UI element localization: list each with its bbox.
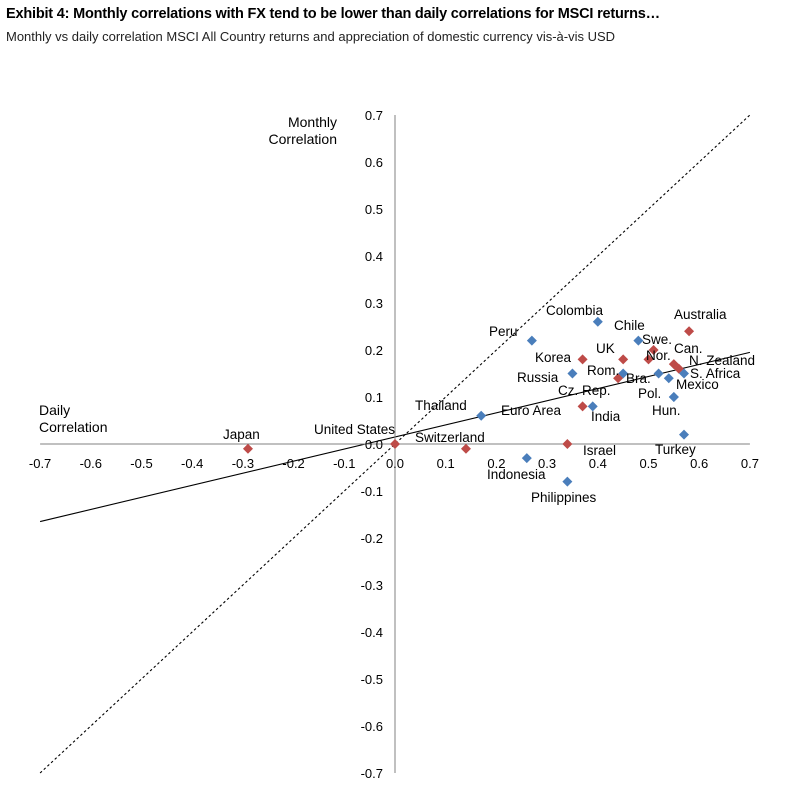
tick-labels: -0.7 -0.6 -0.5 -0.4 -0.3 -0.2 -0.1 0.0 0.1 0.2 0.3… [29,108,759,781]
point-label-n-zealand: N. Zealand [689,353,755,368]
y-tick-label: 0.2 [365,343,383,358]
axis-titles: Monthly Correlation Daily Correlation [39,114,337,435]
y-tick-label: 0.6 [365,155,383,170]
point-label-uk: UK [596,341,615,356]
point-swe [648,345,659,355]
x-tick-label: 0.6 [690,456,708,471]
point-russia [567,368,578,379]
y-tick-label: 0.7 [365,108,383,123]
x-tick-label: -0.1 [333,456,355,471]
point-indonesia [521,453,532,464]
point-peru [526,335,537,346]
diagonal-reference-line [39,114,751,774]
x-tick-label: 0.0 [386,456,404,471]
x-tick-label: 0.5 [639,456,657,471]
point-switzerland [460,443,471,454]
x-axis-title: Daily Correlation [39,402,107,435]
point-india [587,401,598,412]
x-tick-label: -0.7 [29,456,51,471]
x-tick-label: 0.1 [437,456,455,471]
point-thailand [476,410,487,421]
point-label-pol: Pol. [638,386,661,401]
point-euro-area [577,401,588,412]
point-label-peru: Peru [489,324,518,339]
point-label-swe: Swe. [642,332,672,347]
y-tick-label: -0.4 [361,625,383,640]
y-axis-title: Monthly Correlation [269,114,337,147]
point-label-thailand: Thailand [415,398,467,413]
y-tick-label: -0.7 [361,766,383,781]
y-tick-label: 0.1 [365,390,383,405]
point-label-japan: Japan [223,427,260,442]
point-label-australia: Australia [674,307,727,322]
point-s-africa [678,368,689,379]
y-tick-label: -0.6 [361,719,383,734]
point-united-states [390,439,400,449]
point-chile [633,335,644,346]
point-label-india: India [591,409,621,424]
point-label-russia: Russia [517,370,559,385]
x-tick-label: 0.2 [487,456,505,471]
point-label-hun: Hun. [652,403,681,418]
point-colombia [592,316,603,327]
x-tick-label: -0.6 [80,456,102,471]
y-tick-label: -0.2 [361,531,383,546]
point-mexico [663,373,674,384]
x-tick-label: 0.4 [589,456,607,471]
point-nor [643,354,654,365]
point-australia [684,326,695,337]
point-philippines [562,476,573,487]
point-label-can: Can. [674,341,703,356]
x-tick-label: -0.5 [130,456,152,471]
y-tick-label: 0.0 [365,437,383,452]
point-label-chile: Chile [614,318,645,333]
point-israel [562,439,573,449]
point-cz-rep [613,373,624,384]
point-label-israel: Israel [583,443,616,458]
y-tick-label: 0.3 [365,296,383,311]
y-tick-label: -0.1 [361,484,383,499]
point-label-united-states: United States [314,422,395,437]
y-tick-label: 0.4 [365,249,383,264]
y-tick-label: -0.5 [361,672,383,687]
point-label-colombia: Colombia [546,303,604,318]
x-tick-label: -0.2 [282,456,304,471]
x-tick-label: 0.3 [538,456,556,471]
y-tick-label: 0.5 [365,202,383,217]
point-label-rom: Rom. [587,363,619,378]
point-label-s-africa: S. Africa [690,366,741,381]
y-tick-label: -0.3 [361,578,383,593]
point-turkey [678,429,689,440]
point-label-korea: Korea [535,350,572,365]
point-japan [242,443,253,454]
point-label-euro-area: Euro Area [501,403,562,418]
x-tick-label: 0.7 [741,456,759,471]
point-label-indonesia: Indonesia [487,467,546,482]
point-label-nor: Nor. [646,348,671,363]
point-uk [618,354,629,365]
point-korea [577,354,588,365]
chart-title: Exhibit 4: Monthly correlations with FX … [6,6,660,22]
point-label-bra: Bra. [626,371,651,386]
point-label-mexico: Mexico [676,377,719,392]
point-label-cz-rep: Cz. Rep. [558,383,611,398]
point-bra [653,368,664,379]
data-points [242,316,695,487]
x-tick-label: -0.3 [232,456,254,471]
point-label-philippines: Philippines [531,490,597,505]
point-label-switzerland: Switzerland [415,430,485,445]
chart-subtitle: Monthly vs daily correlation MSCI All Co… [6,29,616,44]
x-tick-label: -0.4 [181,456,203,471]
point-label-turkey: Turkey [655,442,696,457]
point-hun [668,392,679,402]
